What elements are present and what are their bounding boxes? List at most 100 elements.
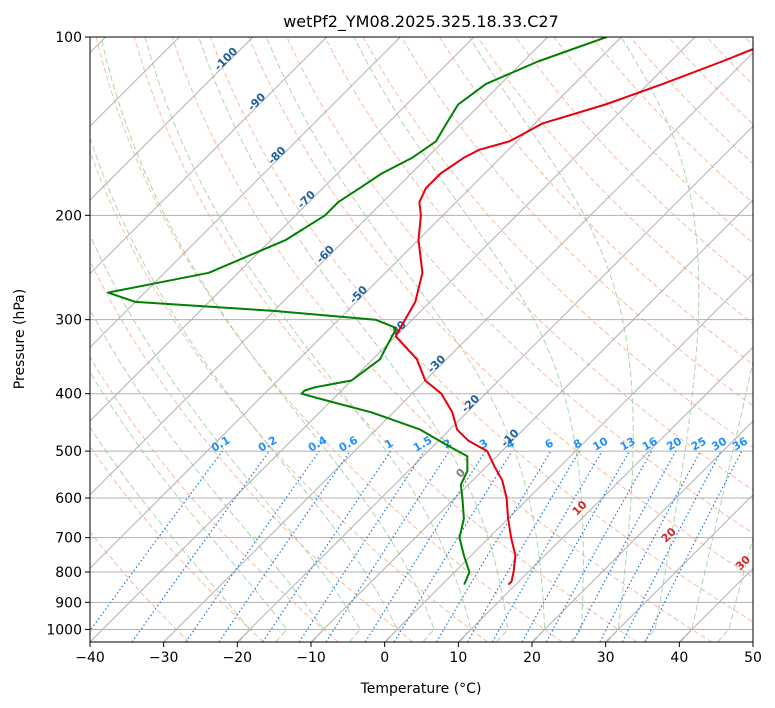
dry-adiabat-line [362, 37, 753, 449]
x-tick-label: 20 [523, 650, 541, 666]
y-tick-label: 700 [55, 531, 82, 547]
x-axis: −40 −30 −20 −10 0 10 20 30 40 50 [75, 642, 762, 666]
dry-adiabat-line [553, 37, 753, 244]
isotherm-label: -70 [295, 188, 318, 211]
dry-adiabat-line [90, 259, 414, 642]
isotherm-label: -20 [459, 392, 482, 415]
moist-adiabat-line [353, 37, 584, 642]
mixing-ratio-line [262, 450, 392, 642]
isotherm-line [752, 641, 753, 642]
moist-adiabat-label: 20 [659, 525, 679, 545]
mixing-ratio-line [298, 450, 425, 642]
dry-adiabat-line [744, 37, 753, 47]
plot-frame [89, 36, 754, 643]
moist-adiabat-line [144, 37, 472, 642]
x-tick-label: −40 [75, 650, 105, 666]
y-tick-label: 600 [55, 491, 82, 507]
y-tick-label: 1000 [46, 622, 82, 638]
sounding-series [106, 37, 753, 586]
moist-adiabat-label: 30 [733, 553, 753, 573]
isotherm-label: -30 [425, 352, 448, 375]
mixing-ratio-line [218, 450, 351, 642]
isotherm-line [384, 272, 753, 642]
moist-adiabat-line [90, 308, 325, 642]
y-tick-label: 500 [55, 444, 82, 460]
isotherm-line [90, 37, 254, 201]
dry-adiabat-line [90, 531, 190, 642]
dry-adiabat-line [438, 37, 753, 366]
isotherm-line [310, 199, 753, 642]
dry-adiabat-line [400, 37, 753, 407]
mixing-ratio-line [545, 450, 653, 642]
mixing-ratio-line [621, 450, 722, 642]
moist-adiabat-line [717, 536, 753, 642]
mixing-ratio-line [185, 450, 320, 642]
moist-adiabat-label: 10 [570, 498, 590, 518]
moist-adiabat-line [265, 37, 546, 642]
dry-adiabats [90, 37, 753, 642]
mixing-ratio-lines [90, 450, 743, 642]
isotherm-label: -60 [314, 242, 337, 265]
mixing-ratio-line [644, 450, 743, 642]
moist-adiabat-line [90, 426, 251, 642]
isotherms [90, 37, 753, 642]
dry-adiabat-line [171, 37, 712, 642]
chart-title: wetPf2_YM08.2025.325.18.33.C27 [283, 12, 559, 32]
mixing-ratio-line [599, 450, 702, 642]
moist-adiabat-line [468, 37, 634, 642]
x-tick-label: 0 [380, 650, 389, 666]
y-axis-label: Pressure (hPa) [12, 289, 28, 389]
y-tick-label: 200 [55, 208, 82, 224]
y-axis: 100 200 300 400 500 600 700 800 900 1000 [46, 30, 90, 638]
pressure-gridlines [90, 37, 753, 630]
moist-adiabat-line [90, 233, 362, 642]
y-tick-label: 300 [55, 313, 82, 329]
x-tick-label: 30 [597, 650, 615, 666]
isotherm-line [90, 37, 622, 570]
dry-adiabat-line [210, 37, 753, 623]
y-tick-label: 800 [55, 565, 82, 581]
y-tick-label: 400 [55, 387, 82, 403]
isotherm-label: -90 [245, 90, 268, 113]
isotherm-line [90, 37, 549, 496]
dewpoint-line [106, 37, 607, 585]
mixing-ratio-line [491, 450, 603, 642]
x-tick-label: 50 [744, 650, 762, 666]
moist-adiabat-line [620, 37, 700, 642]
x-tick-label: 40 [670, 650, 688, 666]
dry-adiabat-line [706, 37, 753, 86]
mixing-ratio-label: 6 [543, 436, 556, 451]
moist-adiabat-line [90, 136, 398, 642]
isotherm-line [90, 37, 696, 642]
dry-adiabat-line [133, 37, 638, 642]
mixing-ratio-line [435, 450, 552, 642]
isotherm-line [163, 51, 753, 642]
dry-adiabat-line [90, 150, 488, 642]
x-tick-label: 10 [449, 650, 467, 666]
isotherm-line [90, 37, 401, 349]
mixing-ratio-label: 1 [382, 437, 395, 452]
mixing-ratio-label: 2 [441, 437, 454, 452]
dry-adiabat-line [95, 37, 563, 642]
dry-adiabat-line [90, 356, 339, 642]
y-tick-label: 100 [55, 30, 82, 46]
moist-adiabat-line [90, 371, 288, 642]
isotherm-line [457, 346, 753, 642]
isotherm-label: -10 [498, 426, 521, 449]
mixing-ratio-line [572, 450, 677, 642]
x-tick-label: −20 [223, 650, 253, 666]
dry-adiabat-line [248, 37, 753, 578]
isotherm-line [90, 37, 328, 275]
x-tick-label: −30 [149, 650, 179, 666]
moist-adiabat-line [198, 37, 509, 642]
isotherm-line [678, 567, 753, 642]
dry-adiabat-line [668, 37, 753, 125]
dry-adiabat-line [324, 37, 753, 491]
x-tick-label: −10 [296, 650, 326, 666]
mixing-ratio-line [325, 450, 450, 642]
isotherm-label: -50 [347, 283, 370, 306]
isotherm-line [605, 493, 753, 642]
moist-adiabat-line [680, 358, 753, 642]
isotherm-line [236, 125, 753, 642]
